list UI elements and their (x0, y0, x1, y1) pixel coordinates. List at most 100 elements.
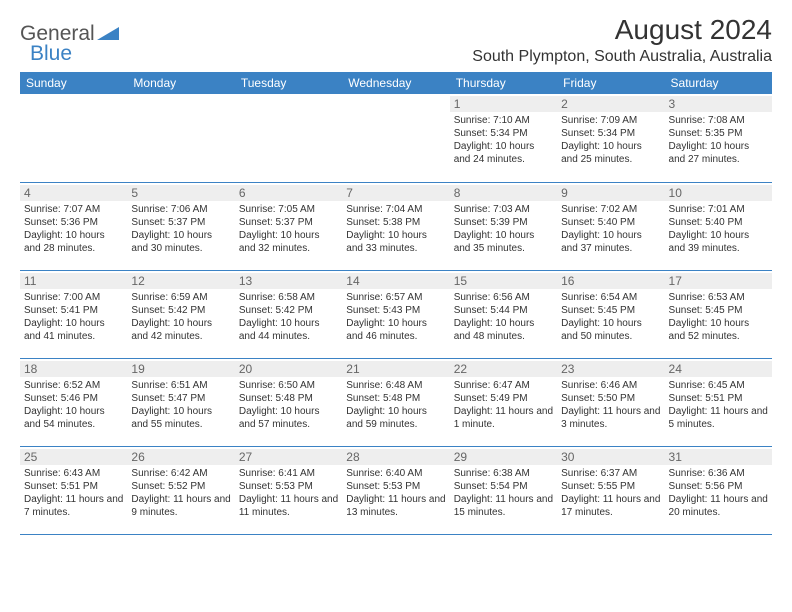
sunset-line: Sunset: 5:53 PM (239, 480, 338, 493)
logo-triangle-icon (97, 24, 119, 45)
sunrise-line: Sunrise: 6:57 AM (346, 291, 445, 304)
sunset-line: Sunset: 5:55 PM (561, 480, 660, 493)
sunrise-line: Sunrise: 7:05 AM (239, 203, 338, 216)
calendar-row: 11Sunrise: 7:00 AMSunset: 5:41 PMDayligh… (20, 270, 772, 358)
sunset-line: Sunset: 5:34 PM (561, 127, 660, 140)
day-number: 13 (235, 273, 342, 289)
sunrise-line: Sunrise: 7:03 AM (454, 203, 553, 216)
calendar-cell: 27 Sunrise: 6:41 AMSunset: 5:53 PMDayligh… (235, 446, 342, 534)
calendar-body: 1 Sunrise: 7:10 AM Sunset: 5:34 PM Daylight… (20, 94, 772, 534)
day-number: 14 (342, 273, 449, 289)
calendar-cell: 17Sunrise: 6:53 AMSunset: 5:45 PMDayligh… (665, 270, 772, 358)
sunrise-line: Sunrise: 7:04 AM (346, 203, 445, 216)
logo-text-blue: Blue (30, 42, 72, 65)
day-number: 29 (450, 449, 557, 465)
sunrise-line: Sunrise: 6:59 AM (131, 291, 230, 304)
daylight-line: Daylight: 10 hours and 24 minutes. (454, 140, 553, 166)
day-header: Friday (557, 72, 664, 94)
calendar-row: 1 Sunrise: 7:10 AM Sunset: 5:34 PM Daylight… (20, 94, 772, 182)
sunset-line: Sunset: 5:40 PM (669, 216, 768, 229)
sunrise-line: Sunrise: 6:52 AM (24, 379, 123, 392)
sunset-line: Sunset: 5:44 PM (454, 304, 553, 317)
sunrise-line: Sunrise: 7:09 AM (561, 114, 660, 127)
calendar-cell: 28Sunrise: 6:40 AMSunset: 5:53 PMDayligh… (342, 446, 449, 534)
calendar-cell: 7Sunrise: 7:04 AMSunset: 5:38 PMDaylight… (342, 182, 449, 270)
calendar-cell (20, 94, 127, 182)
calendar-cell (235, 94, 342, 182)
daylight-line: Daylight: 11 hours and 11 minutes. (239, 493, 338, 519)
sunrise-line: Sunrise: 6:43 AM (24, 467, 123, 480)
calendar-table: SundayMondayTuesdayWednesdayThursdayFrid… (20, 72, 772, 535)
day-header: Thursday (450, 72, 557, 94)
day-number: 9 (557, 185, 664, 201)
sunrise-line: Sunrise: 6:42 AM (131, 467, 230, 480)
header: General August 2024 South Plympton, Sout… (20, 14, 772, 66)
day-number: 12 (127, 273, 234, 289)
daylight-line: Daylight: 10 hours and 32 minutes. (239, 229, 338, 255)
calendar-cell: 23Sunrise: 6:46 AMSunset: 5:50 PMDayligh… (557, 358, 664, 446)
day-number: 18 (20, 361, 127, 377)
sunrise-line: Sunrise: 6:40 AM (346, 467, 445, 480)
day-number: 15 (450, 273, 557, 289)
daylight-line: Daylight: 11 hours and 17 minutes. (561, 493, 660, 519)
calendar-cell: 6Sunrise: 7:05 AMSunset: 5:37 PMDaylight… (235, 182, 342, 270)
sunset-line: Sunset: 5:51 PM (669, 392, 768, 405)
sunrise-line: Sunrise: 7:01 AM (669, 203, 768, 216)
sunset-line: Sunset: 5:45 PM (561, 304, 660, 317)
sunset-line: Sunset: 5:37 PM (239, 216, 338, 229)
sunset-line: Sunset: 5:47 PM (131, 392, 230, 405)
daylight-line: Daylight: 10 hours and 35 minutes. (454, 229, 553, 255)
day-number: 16 (557, 273, 664, 289)
sunset-line: Sunset: 5:52 PM (131, 480, 230, 493)
calendar-cell (342, 94, 449, 182)
sunset-line: Sunset: 5:54 PM (454, 480, 553, 493)
calendar-cell: 2Sunrise: 7:09 AMSunset: 5:34 PMDaylight… (557, 94, 664, 182)
day-header: Tuesday (235, 72, 342, 94)
day-number: 27 (235, 449, 342, 465)
calendar-cell: 30Sunrise: 6:37 AMSunset: 5:55 PMDayligh… (557, 446, 664, 534)
daylight-line: Daylight: 10 hours and 44 minutes. (239, 317, 338, 343)
day-number: 17 (665, 273, 772, 289)
sunrise-line: Sunrise: 7:10 AM (454, 114, 553, 127)
calendar-cell: 26 Sunrise: 6:42 AMSunset: 5:52 PMDayligh… (127, 446, 234, 534)
calendar-cell: 24Sunrise: 6:45 AMSunset: 5:51 PMDayligh… (665, 358, 772, 446)
daylight-line: Daylight: 10 hours and 42 minutes. (131, 317, 230, 343)
sunset-line: Sunset: 5:38 PM (346, 216, 445, 229)
sunset-line: Sunset: 5:48 PM (346, 392, 445, 405)
sunrise-line: Sunrise: 6:37 AM (561, 467, 660, 480)
day-header: Sunday (20, 72, 127, 94)
sunset-line: Sunset: 5:43 PM (346, 304, 445, 317)
day-number: 28 (342, 449, 449, 465)
sunrise-line: Sunrise: 6:47 AM (454, 379, 553, 392)
sunrise-line: Sunrise: 6:36 AM (669, 467, 768, 480)
day-number: 23 (557, 361, 664, 377)
daylight-line: Daylight: 11 hours and 9 minutes. (131, 493, 230, 519)
day-number: 1 (450, 96, 557, 112)
sunset-line: Sunset: 5:37 PM (131, 216, 230, 229)
day-number: 26 (127, 449, 234, 465)
daylight-line: Daylight: 11 hours and 15 minutes. (454, 493, 553, 519)
daylight-line: Daylight: 11 hours and 1 minute. (454, 405, 553, 431)
day-number: 2 (557, 96, 664, 112)
sunrise-line: Sunrise: 6:51 AM (131, 379, 230, 392)
daylight-line: Daylight: 10 hours and 46 minutes. (346, 317, 445, 343)
day-number: 8 (450, 185, 557, 201)
sunset-line: Sunset: 5:48 PM (239, 392, 338, 405)
daylight-line: Daylight: 11 hours and 3 minutes. (561, 405, 660, 431)
sunrise-line: Sunrise: 6:41 AM (239, 467, 338, 480)
sunset-line: Sunset: 5:56 PM (669, 480, 768, 493)
sunrise-line: Sunrise: 6:53 AM (669, 291, 768, 304)
sunset-line: Sunset: 5:51 PM (24, 480, 123, 493)
calendar-cell: 3Sunrise: 7:08 AMSunset: 5:35 PMDaylight… (665, 94, 772, 182)
sunset-line: Sunset: 5:49 PM (454, 392, 553, 405)
sunset-line: Sunset: 5:42 PM (131, 304, 230, 317)
logo-text-blue-wrap: Blue (30, 42, 72, 66)
sunrise-line: Sunrise: 6:54 AM (561, 291, 660, 304)
month-title: August 2024 (472, 14, 772, 46)
calendar-cell: 18Sunrise: 6:52 AMSunset: 5:46 PMDayligh… (20, 358, 127, 446)
sunset-line: Sunset: 5:40 PM (561, 216, 660, 229)
calendar-row: 4Sunrise: 7:07 AMSunset: 5:36 PMDaylight… (20, 182, 772, 270)
daylight-line: Daylight: 10 hours and 48 minutes. (454, 317, 553, 343)
calendar-cell: 15Sunrise: 6:56 AMSunset: 5:44 PMDayligh… (450, 270, 557, 358)
day-header: Saturday (665, 72, 772, 94)
